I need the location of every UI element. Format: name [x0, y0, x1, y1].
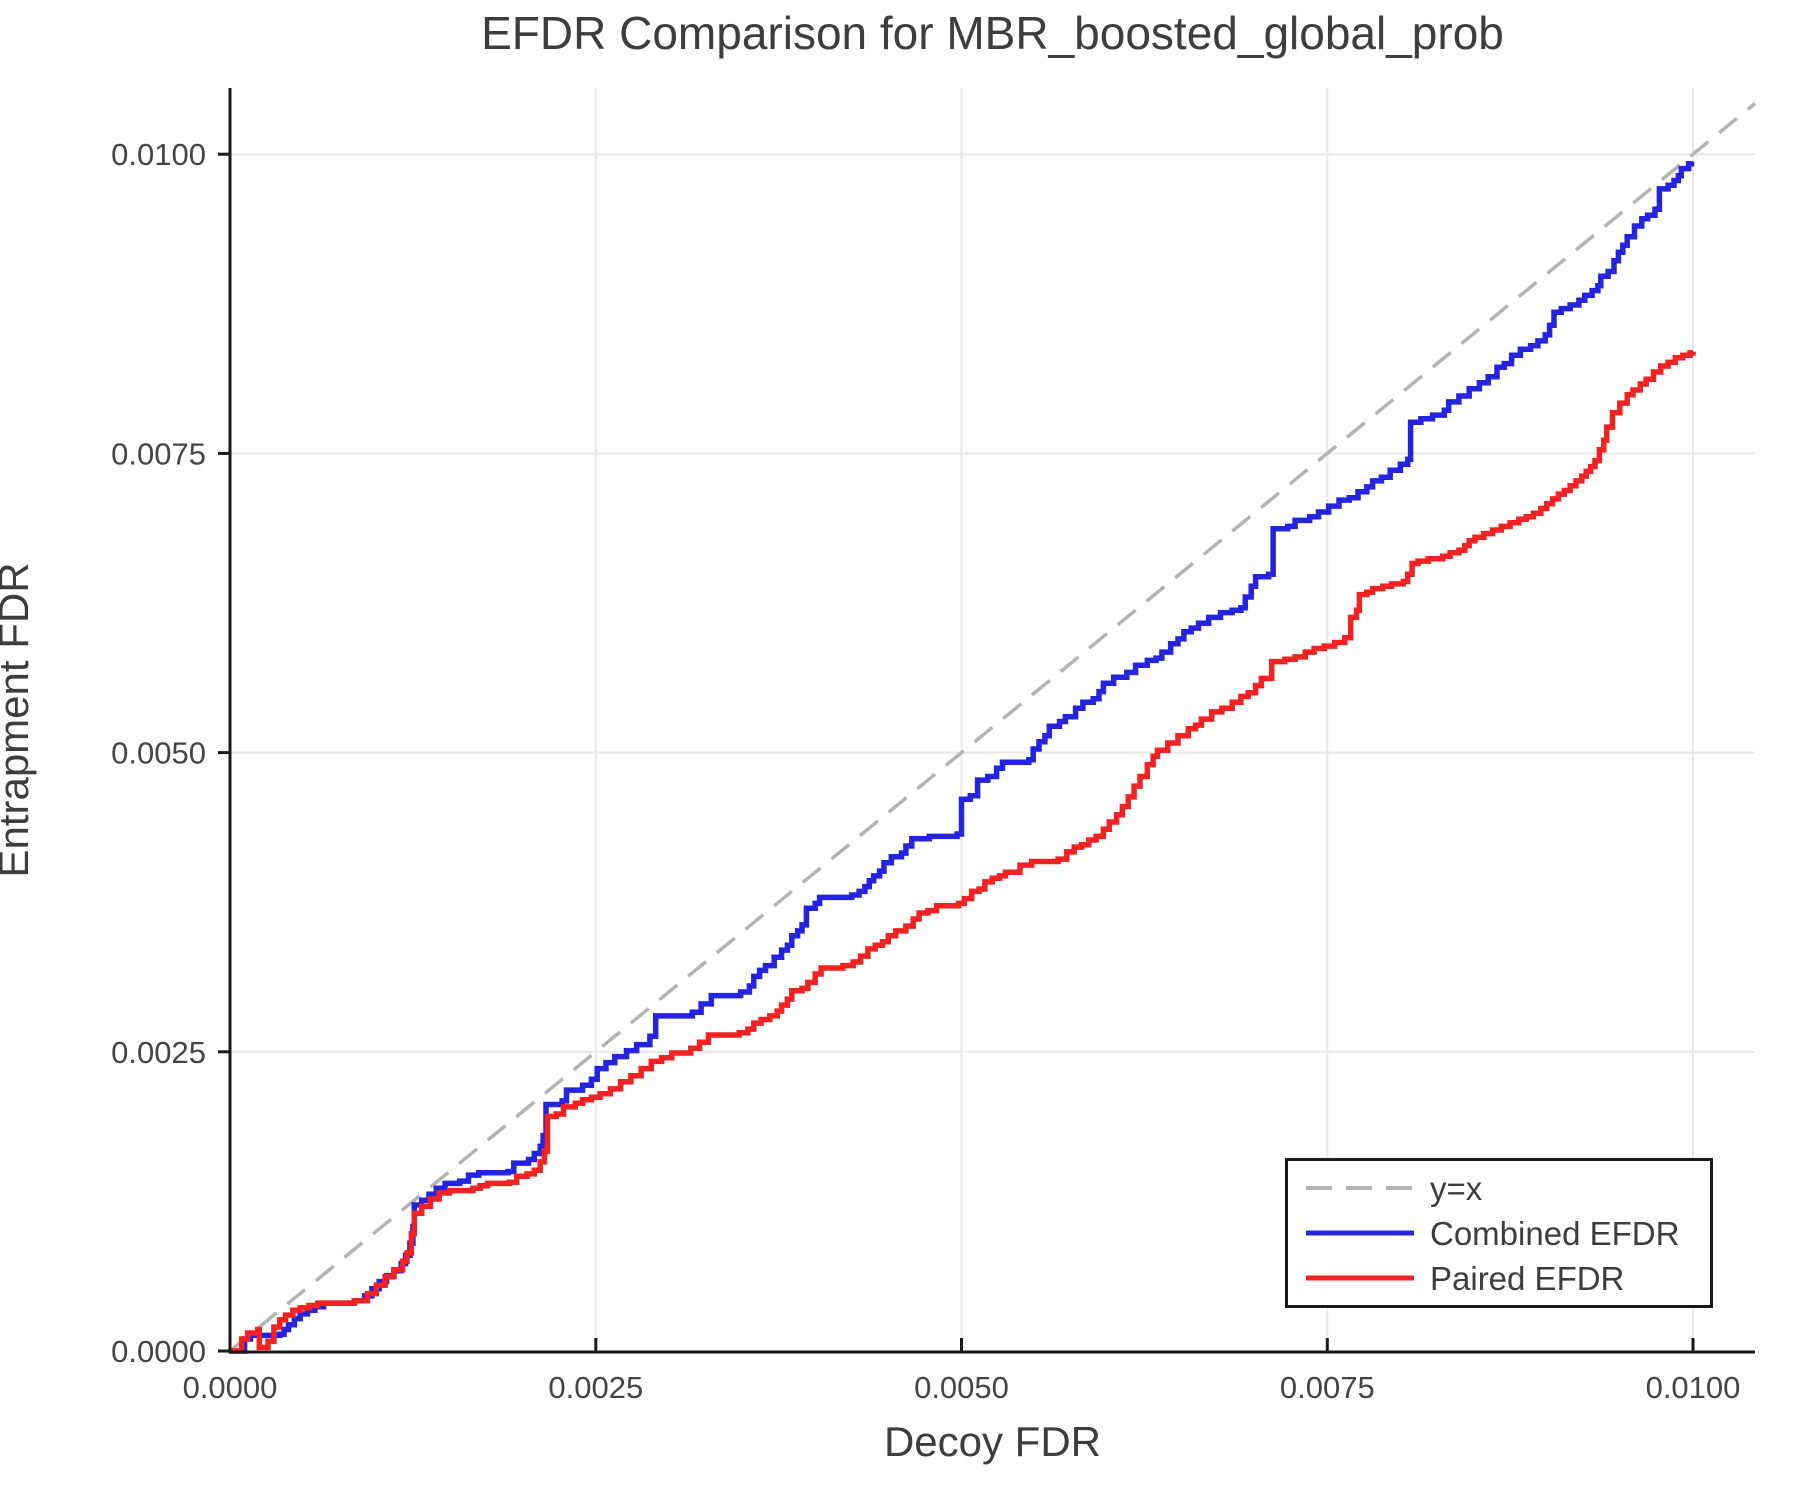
y-tick-label: 0.0075 — [111, 436, 206, 471]
y-tick-label: 0.0025 — [111, 1035, 206, 1070]
y-tick-label: 0.0100 — [111, 137, 206, 172]
combined-line-sample — [1306, 1230, 1414, 1236]
legend-entry-paired: Paired EFDR — [1304, 1257, 1710, 1299]
legend-label-combined: Combined EFDR — [1430, 1214, 1680, 1252]
x-tick-label: 0.0050 — [914, 1370, 1009, 1405]
yx-reference-line — [228, 102, 1757, 1353]
combined-efdr-line — [230, 161, 1695, 1354]
x-tick-label: 0.0025 — [548, 1370, 643, 1405]
x-tick-label: 0.0075 — [1280, 1370, 1375, 1405]
x-tick-label: 0.0100 — [1646, 1370, 1741, 1405]
legend-entry-combined: Combined EFDR — [1304, 1212, 1710, 1254]
x-tick-label: 0.0000 — [183, 1370, 278, 1405]
paired-efdr-line — [230, 350, 1696, 1354]
chart-title: EFDR Comparison for MBR_boosted_global_p… — [481, 7, 1504, 59]
legend-label-yx: y=x — [1430, 1169, 1483, 1207]
dashed-line-sample — [1306, 1186, 1414, 1190]
legend: y=x Combined EFDR Paired EFDR — [1285, 1158, 1713, 1308]
legend-label-paired: Paired EFDR — [1430, 1259, 1625, 1297]
y-tick-label: 0.0000 — [111, 1334, 206, 1369]
legend-entry-yx: y=x — [1304, 1167, 1710, 1209]
paired-line-sample — [1306, 1275, 1414, 1281]
x-axis-label: Decoy FDR — [883, 1418, 1102, 1465]
y-tick-label: 0.0050 — [111, 736, 206, 771]
y-axis-label: Entrapment FDR — [0, 562, 37, 878]
